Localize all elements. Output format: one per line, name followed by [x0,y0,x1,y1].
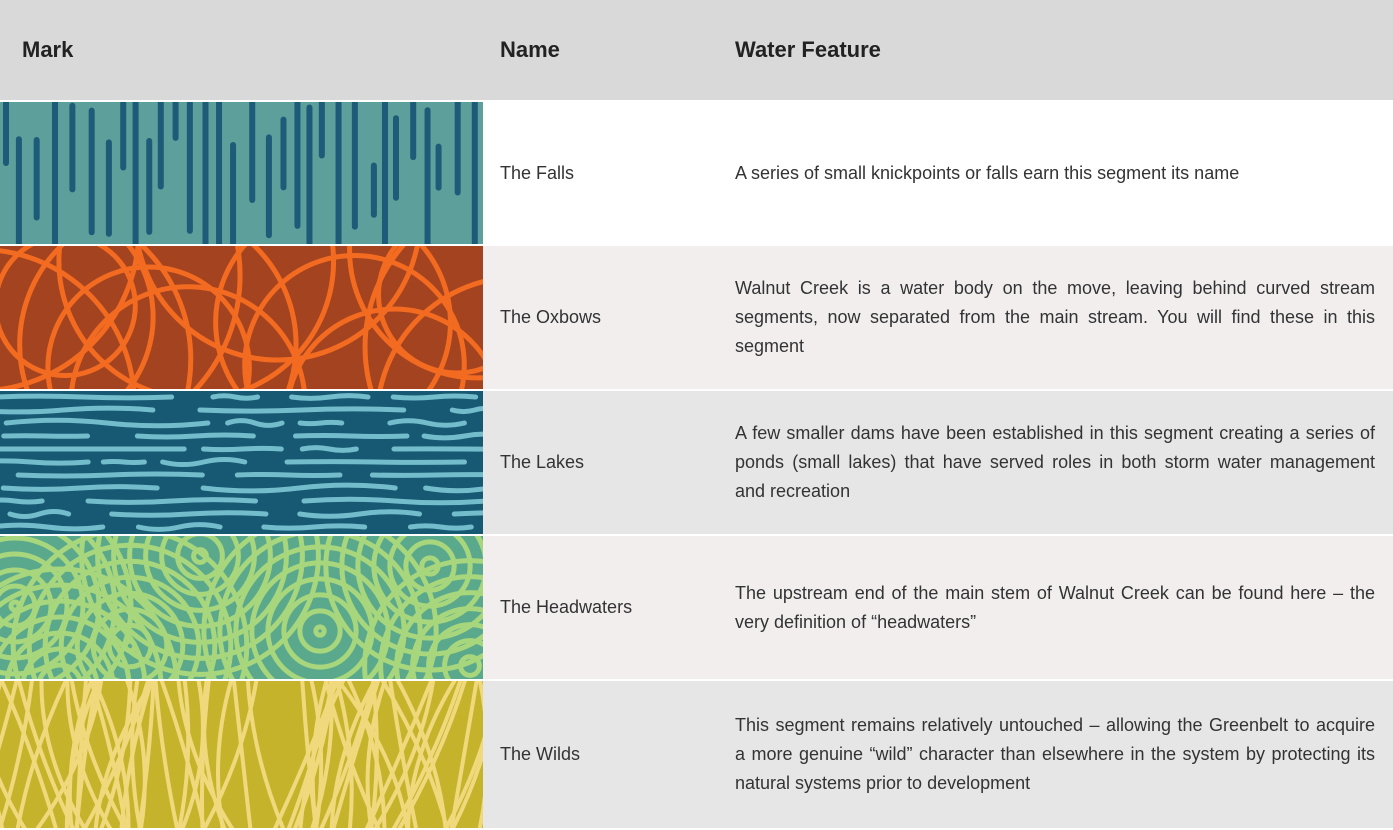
pattern-stroke [213,396,258,398]
pattern-stroke [0,396,172,398]
name-cell: The Oxbows [483,246,735,391]
pattern-stroke [264,526,365,528]
pattern-stroke [410,526,471,528]
pattern-stroke [393,396,475,398]
pattern-stroke [237,474,340,475]
name-text: The Falls [500,159,574,188]
header-text: Name [500,37,560,63]
feature-text: A series of small knickpoints or falls e… [735,159,1239,188]
feature-text: A few smaller dams have been established… [735,419,1375,506]
header-cell: Mark [0,0,483,102]
pattern-stroke [3,487,157,490]
feature-text: The upstream end of the main stem of Wal… [735,579,1375,637]
feature-cell: A few smaller dams have been established… [735,391,1393,536]
name-text: The Headwaters [500,593,632,622]
pattern-stroke [203,448,281,449]
name-cell: The Falls [483,102,735,246]
pattern-stroke [287,462,465,463]
name-cell: The Lakes [483,391,735,536]
pattern-stroke [112,513,266,516]
mark-cell [0,681,483,830]
pattern-stroke [200,409,404,411]
page: Mark Name Water Feature The Falls A serie… [0,0,1393,830]
feature-text: Walnut Creek is a water body on the move… [735,274,1375,361]
mark-cell [0,102,483,246]
pattern-stroke [292,396,368,399]
pattern-stroke [0,461,88,463]
header-cell: Water Feature [735,0,1393,102]
pattern-stroke [452,408,483,411]
pattern-stroke [4,436,88,437]
pattern-stroke [300,422,342,423]
pattern-stroke [0,500,42,502]
feature-cell: Walnut Creek is a water body on the move… [735,246,1393,391]
name-cell: The Headwaters [483,536,735,681]
name-text: The Wilds [500,740,580,769]
pattern-stroke [302,448,356,451]
name-cell: The Wilds [483,681,735,830]
header-text: Mark [22,37,73,63]
table: Mark Name Water Feature The Falls A serie… [0,0,1393,830]
pattern-stroke [372,475,483,476]
feature-cell: The upstream end of the main stem of Wal… [735,536,1393,681]
header-text: Water Feature [735,37,881,63]
mark-pattern [0,391,483,534]
feature-cell: A series of small knickpoints or falls e… [735,102,1393,246]
mark-cell [0,246,483,391]
mark-cell [0,536,483,681]
mark-cell [0,391,483,536]
pattern-stroke [18,474,202,476]
pattern-stroke [454,513,483,516]
name-text: The Lakes [500,448,584,477]
pattern-stroke [103,461,144,462]
pattern-stroke [137,435,253,437]
header-cell: Name [483,0,735,102]
mark-pattern [0,246,483,389]
pattern-stroke [295,435,406,436]
name-text: The Oxbows [500,303,601,332]
mark-pattern [0,536,483,679]
mark-pattern [0,681,483,828]
mark-pattern [0,102,483,244]
feature-text: This segment remains relatively untouche… [735,711,1375,798]
feature-cell: This segment remains relatively untouche… [735,681,1393,830]
pattern-stroke [88,500,256,503]
